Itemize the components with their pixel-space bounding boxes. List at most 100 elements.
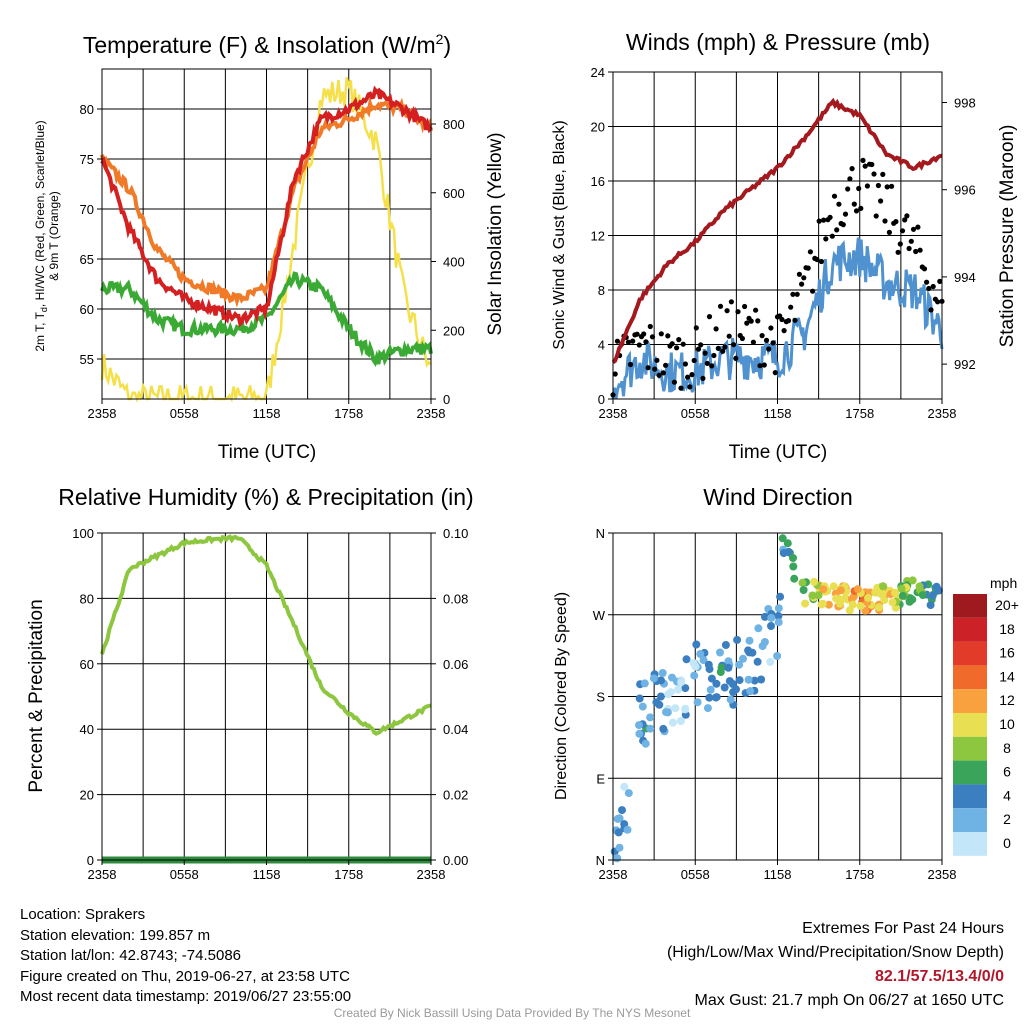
gust-point [845, 186, 851, 192]
gust-point [772, 370, 778, 376]
gust-point [654, 357, 660, 363]
legend-swatch [953, 760, 987, 785]
gust-point [873, 213, 879, 219]
x-tick-label: 1758 [845, 867, 874, 882]
gust-point [693, 325, 699, 331]
direction-point [829, 582, 838, 591]
gust-point [641, 331, 647, 337]
gust-point [860, 157, 866, 163]
gust-point [685, 374, 691, 380]
direction-point [613, 814, 622, 823]
gust-point [742, 303, 748, 310]
gust-point [652, 366, 658, 372]
rh-grid [102, 533, 431, 860]
y-tick-label: 8 [598, 283, 605, 298]
gust-point [928, 307, 934, 313]
gust-point [847, 176, 853, 182]
gust-point [698, 342, 704, 348]
direction-point [696, 650, 705, 658]
temp-x-axis-label: Time (UTC) [218, 442, 317, 463]
direction-point [745, 636, 754, 645]
direction-point [836, 599, 845, 608]
x-tick-label: 1758 [845, 406, 874, 421]
gust-point [818, 258, 825, 265]
direction-point [703, 704, 712, 713]
direction-point [721, 641, 730, 649]
gust-point [840, 222, 846, 228]
temp-y-axis-label-line2: & 9m T (Orange) [47, 191, 61, 281]
gust-point [829, 233, 835, 239]
x-tick-label: 2358 [88, 406, 117, 421]
gust-point [687, 384, 693, 390]
gust-point [849, 166, 855, 172]
direction-point [638, 702, 647, 711]
direction-point [656, 692, 665, 701]
direction-point [773, 652, 782, 660]
x-tick-label: 0558 [681, 867, 710, 882]
wind-x-axis-label: Time (UTC) [729, 442, 828, 463]
legend-swatch [953, 736, 987, 761]
y2-tick-label: 800 [443, 117, 465, 132]
info-location: Location: Sprakers [20, 906, 146, 923]
gust-point [886, 229, 893, 235]
direction-point [735, 660, 744, 669]
y-tick-label: S [596, 690, 605, 705]
direction-point [676, 717, 685, 725]
gust-point [796, 271, 803, 277]
direction-point [707, 674, 716, 683]
x-tick-label: 2358 [417, 867, 446, 882]
temp-series [100, 77, 433, 403]
gust-point [794, 291, 800, 297]
gust-point [658, 331, 664, 337]
gust-point [827, 214, 833, 220]
info-created: Figure created on Thu, 2019-06-27, at 23… [20, 967, 350, 985]
direction-point [706, 685, 715, 694]
y-tick-label: 80 [80, 102, 94, 117]
gust-point [678, 385, 684, 391]
pressure-y-axis-label: Station Pressure (Maroon) [997, 125, 1018, 348]
gust-point [691, 357, 697, 364]
y-tick-label: 16 [591, 174, 605, 189]
y-tick-label: 75 [80, 152, 94, 167]
gust-point [871, 171, 877, 177]
y-tick-label: N [596, 853, 605, 868]
x-tick-label: 0558 [170, 406, 199, 421]
legend-label: 12 [999, 692, 1015, 708]
gust-point [906, 245, 912, 252]
y-tick-label: 40 [80, 722, 94, 737]
direction-point [677, 678, 686, 687]
direction-point [933, 585, 942, 594]
direction-point [824, 600, 833, 609]
gust-point [781, 328, 787, 334]
legend-label: 6 [1003, 764, 1011, 780]
gust-point [733, 355, 739, 361]
gust-point [921, 266, 928, 272]
x-tick-label: 2358 [599, 867, 628, 882]
direction-point [861, 606, 870, 615]
direction-point [856, 601, 865, 610]
solar-y-axis-label: Solar Insolation (Yellow) [485, 132, 506, 335]
gust-point [878, 198, 884, 204]
direction-point [681, 704, 690, 713]
speed-legend: 20+ 18 16 14 12 10 8 6 4 2 0 [953, 594, 1019, 856]
gust-point [917, 247, 923, 253]
gust-point [634, 331, 640, 337]
direction-point [819, 585, 828, 594]
extremes-box: Extremes For Past 24 Hours (High/Low/Max… [667, 917, 1004, 1013]
x-tick-label: 2358 [88, 867, 117, 882]
direction-point [798, 578, 807, 587]
direction-point [664, 690, 673, 699]
direction-point [808, 591, 817, 600]
gust-point [884, 184, 890, 190]
gust-point [671, 379, 678, 385]
gust-point [893, 219, 899, 225]
gust-point [612, 371, 618, 377]
gust-point [702, 350, 708, 356]
y2-tick-label: 998 [954, 96, 976, 111]
rh-line [100, 534, 432, 736]
legend-label: 4 [1003, 787, 1011, 803]
y2-tick-label: 996 [954, 183, 976, 198]
direction-point [620, 782, 629, 791]
